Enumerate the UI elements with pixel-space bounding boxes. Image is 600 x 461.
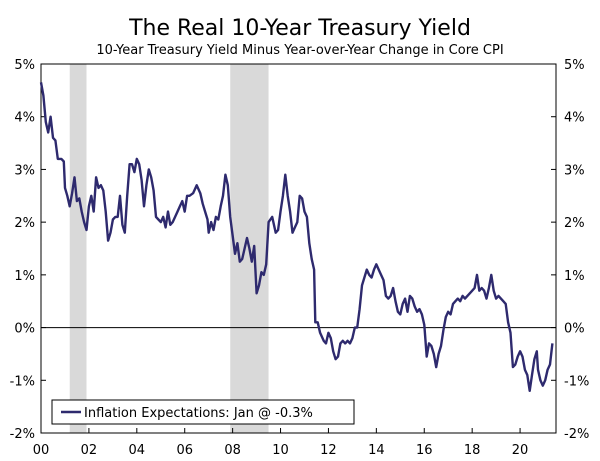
y-tick-label-left: 0% xyxy=(14,322,35,337)
y-tick-label-left: -2% xyxy=(10,427,35,442)
y-tick-label-left: 3% xyxy=(14,163,35,178)
y-tick-label-left: 1% xyxy=(14,269,35,284)
x-tick-label: 14 xyxy=(368,443,385,458)
x-tick-label: 02 xyxy=(81,443,98,458)
y-tick-label-left: 2% xyxy=(14,216,35,231)
chart-title: The Real 10-Year Treasury Yield xyxy=(128,16,471,41)
plot-frame xyxy=(40,63,557,434)
x-tick-label: 08 xyxy=(224,443,241,458)
x-tick-label: 18 xyxy=(464,443,481,458)
y-tick-label-right: 2% xyxy=(564,216,585,231)
series-line-1 xyxy=(39,82,554,392)
y-tick-label-right: 4% xyxy=(564,111,585,126)
x-tick-label: 10 xyxy=(272,443,289,458)
y-tick-label-left: 4% xyxy=(14,111,35,126)
y-tick-label-left: 5% xyxy=(14,58,35,73)
axis-ticks xyxy=(40,63,556,434)
chart-subtitle: 10-Year Treasury Yield Minus Year-over-Y… xyxy=(96,43,503,58)
y-tick-label-right: 1% xyxy=(564,269,585,284)
axis-labels: 5% 5%4% 4%3% 3%2% 2%1% 1%0% 0%-1% -1%-2% -2%00 02… xyxy=(10,58,590,458)
y-tick-label-right: 5% xyxy=(564,58,585,73)
legend: Inflation Expectations: Jan @ -0.3% xyxy=(51,399,355,425)
recession-band-1 xyxy=(69,64,87,433)
x-tick-label: 20 xyxy=(512,443,529,458)
x-tick-label: 06 xyxy=(176,443,193,458)
x-tick-label: 04 xyxy=(129,443,146,458)
x-tick-label: 16 xyxy=(416,443,433,458)
y-tick-label-right: 3% xyxy=(564,163,585,178)
legend-box xyxy=(51,399,355,425)
x-tick-label: 12 xyxy=(320,443,337,458)
y-tick-label-left: -1% xyxy=(10,374,35,389)
x-tick-label: 00 xyxy=(33,443,50,458)
y-tick-label-right: -2% xyxy=(564,427,589,442)
legend-label: Inflation Expectations: Jan @ -0.3% xyxy=(84,406,313,421)
y-tick-label-right: -1% xyxy=(564,374,589,389)
series-layer xyxy=(39,82,554,392)
y-tick-label-right: 0% xyxy=(564,322,585,337)
